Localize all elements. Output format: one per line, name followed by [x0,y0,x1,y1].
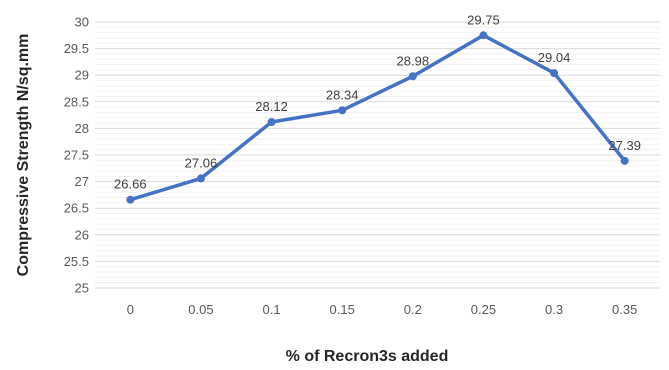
data-point [196,174,205,183]
data-label: 28.12 [255,99,288,114]
data-point [550,69,559,78]
data-labels: 26.66 27.06 28.12 28.34 28.98 29.75 29.04 27.39 [114,12,641,191]
data-point [408,72,417,81]
data-label: 29.75 [467,12,500,27]
x-tick-label: 0.35 [612,302,637,317]
y-tick-label: 29.5 [64,41,89,56]
x-axis-title: % of Recron3s added [286,348,449,365]
y-axis-title: Compressive Strength N/sq.mm [15,34,32,277]
data-label: 27.39 [608,138,641,153]
data-label: 27.06 [185,155,218,170]
data-label: 28.34 [326,87,359,102]
y-tick-label: 28 [75,121,89,136]
data-point [338,106,347,115]
data-point [267,118,276,127]
y-tick-label: 26 [75,227,89,242]
series [126,31,629,204]
x-tick-label: 0.25 [471,302,496,317]
y-tick-label: 25.5 [64,254,89,269]
y-tick-label: 27.5 [64,148,89,163]
series-line [128,33,627,202]
y-tick-label: 25 [75,281,89,296]
data-label: 28.98 [397,53,430,68]
data-label: 29.04 [538,50,571,65]
data-label: 26.66 [114,177,147,192]
x-axis-ticks: 0 0.05 0.1 0.15 0.2 0.25 0.3 0.35 [127,302,638,317]
y-tick-label: 30 [75,15,89,30]
x-tick-label: 0.1 [263,302,281,317]
y-tick-label: 26.5 [64,201,89,216]
y-tick-label: 28.5 [64,94,89,109]
data-point [126,195,135,204]
x-tick-label: 0.3 [545,302,563,317]
x-tick-label: 0.05 [188,302,213,317]
data-point [479,31,488,40]
data-point [620,156,629,165]
x-tick-label: 0.15 [330,302,355,317]
x-tick-label: 0 [127,302,134,317]
y-tick-label: 27 [75,174,89,189]
y-axis-ticks: 25 25.5 26 26.5 27 27.5 28 28.5 29 29.5 30 [64,15,89,296]
y-tick-label: 29 [75,68,89,83]
gridlines [95,21,660,289]
x-tick-label: 0.2 [404,302,422,317]
